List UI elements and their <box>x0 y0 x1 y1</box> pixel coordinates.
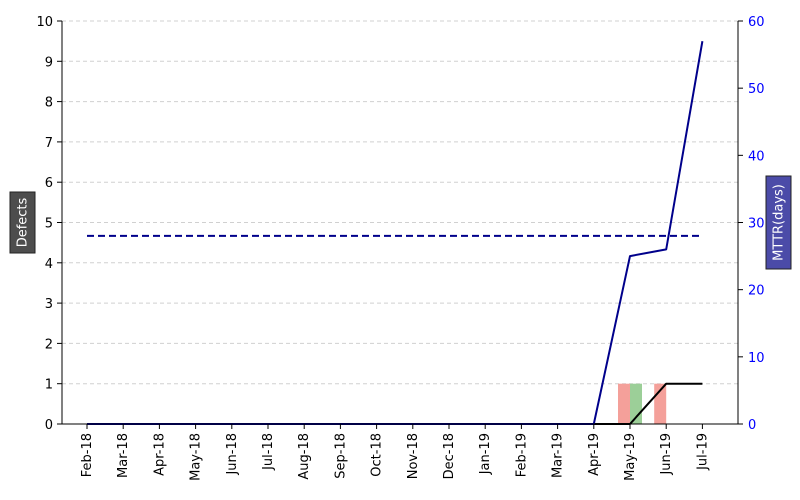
left-tick-label: 0 <box>45 418 53 433</box>
left-tick-label: 7 <box>45 136 53 151</box>
right-tick-label: 0 <box>748 418 756 433</box>
bar-series <box>618 383 667 424</box>
left-tick-label: 2 <box>45 337 53 352</box>
x-tick-label: Jul-19 <box>695 433 710 471</box>
mttr-line <box>87 40 704 425</box>
right-axis-title: MTTR(days) <box>765 175 792 270</box>
defects-line <box>87 382 703 425</box>
left-tick-label: 6 <box>45 176 53 191</box>
x-tick-label: Feb-19 <box>514 433 529 477</box>
x-tick-label: Apr-18 <box>152 433 167 476</box>
x-tick-label: Mar-19 <box>551 433 566 478</box>
x-tick-label: Feb-18 <box>80 433 95 477</box>
left-tick-label: 10 <box>36 15 53 30</box>
x-tick-label: Jul-18 <box>261 433 276 471</box>
left-axis-ticks: 0 1 2 3 4 5 6 7 8 9 10 <box>36 15 62 433</box>
left-tick-label: 3 <box>45 297 53 312</box>
left-tick-label: 8 <box>45 96 53 111</box>
x-axis-ticks: Feb-18 Mar-18 Apr-18 May-18 Jun-18 Jul-18 Aug-… <box>80 424 710 481</box>
x-tick-label: Dec-18 <box>442 433 457 479</box>
right-tick-label: 50 <box>748 82 765 97</box>
x-tick-label: Mar-18 <box>116 433 131 478</box>
x-tick-label: May-18 <box>189 433 204 481</box>
left-tick-label: 9 <box>45 55 53 70</box>
right-axis-ticks: 0 10 20 30 40 50 60 <box>738 15 765 433</box>
grid-lines <box>62 20 738 385</box>
left-axis-title-text: Defects <box>16 197 31 247</box>
x-tick-label: Oct-18 <box>370 433 385 477</box>
line-series <box>87 40 704 425</box>
x-tick-label: Sep-18 <box>333 433 348 479</box>
right-tick-label: 60 <box>748 15 765 30</box>
x-tick-label: Nov-18 <box>406 433 421 479</box>
right-axis-title-box <box>765 175 792 270</box>
left-tick-label: 5 <box>45 217 53 232</box>
x-tick-label: Jun-19 <box>659 433 674 476</box>
right-tick-label: 40 <box>748 149 765 164</box>
right-axis-title-text: MTTR(days) <box>772 184 787 261</box>
left-axis-title: Defects <box>9 191 36 254</box>
right-tick-label: 20 <box>748 284 765 299</box>
x-tick-label: May-19 <box>623 433 638 481</box>
x-tick-label: Apr-19 <box>587 433 602 476</box>
right-tick-label: 30 <box>748 217 765 232</box>
x-tick-label: Jan-19 <box>478 433 493 475</box>
bar <box>618 383 630 424</box>
x-tick-label: Jun-18 <box>225 433 240 476</box>
left-tick-label: 4 <box>45 257 53 272</box>
x-tick-label: Aug-18 <box>297 433 312 480</box>
left-tick-label: 1 <box>45 378 53 393</box>
right-tick-label: 10 <box>748 351 765 366</box>
left-axis-title-box <box>9 191 36 254</box>
